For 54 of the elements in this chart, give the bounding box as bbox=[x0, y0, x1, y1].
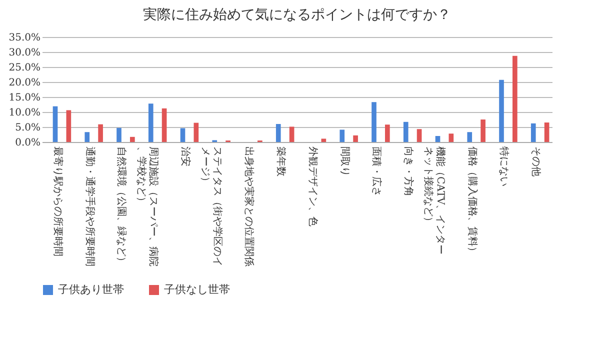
bar bbox=[148, 104, 154, 142]
x-tick-label: 治安 bbox=[179, 146, 192, 166]
y-tick-label: 10.0% bbox=[8, 108, 40, 118]
legend-label: 子供あり世帯 bbox=[58, 283, 124, 296]
chart-title: 実際に住み始めて気になるポイントは何ですか？ bbox=[143, 7, 451, 23]
x-tick-label: 自然環境（公園、緑など） bbox=[116, 146, 128, 266]
bar bbox=[530, 123, 536, 142]
bar bbox=[544, 122, 550, 142]
legend-label: 子供なし世帯 bbox=[164, 283, 230, 296]
bar bbox=[276, 124, 281, 142]
bar bbox=[52, 106, 58, 142]
x-tick-label: 間取り bbox=[338, 146, 350, 176]
bar bbox=[448, 134, 454, 142]
bar bbox=[66, 110, 72, 142]
x-tick-label: ステイタス（街や学区のイメージ） bbox=[199, 146, 224, 266]
y-tick-label: 5.0% bbox=[15, 122, 40, 134]
y-tick-label: 25.0% bbox=[8, 62, 40, 74]
bar bbox=[499, 80, 504, 142]
y-tick-label: 20.0% bbox=[8, 78, 40, 88]
x-tick-label: 築年数 bbox=[275, 146, 288, 176]
bar bbox=[353, 135, 358, 142]
bar bbox=[512, 56, 518, 142]
x-tick-label: 向き・方角 bbox=[402, 146, 415, 196]
y-tick-label: 15.0% bbox=[8, 92, 40, 104]
x-tick-label: 外観デザイン、色 bbox=[306, 146, 319, 226]
bar bbox=[435, 136, 440, 142]
x-tick-label: その他 bbox=[530, 146, 542, 176]
x-tick-label: 特にない bbox=[498, 146, 510, 186]
y-tick-label: 30.0% bbox=[8, 48, 40, 58]
x-tick-label: 周辺施設（スーパー、病院、学校など） bbox=[136, 146, 160, 266]
y-tick-label: 0.0% bbox=[15, 138, 40, 148]
bar bbox=[467, 132, 472, 142]
bar bbox=[180, 128, 186, 142]
x-tick-label: 通勤・通学手段や所要時間 bbox=[84, 146, 96, 266]
bar bbox=[116, 128, 122, 142]
bar bbox=[130, 136, 135, 142]
x-tick-label: 面積・広さ bbox=[370, 146, 383, 196]
x-tick-label: 出身地や実家との位置関係 bbox=[243, 146, 256, 266]
bar bbox=[289, 126, 294, 142]
bar bbox=[416, 129, 422, 142]
bar bbox=[84, 132, 90, 142]
bar bbox=[403, 122, 408, 142]
bar bbox=[194, 122, 199, 142]
bar bbox=[98, 124, 103, 142]
x-tick-label: 最寄り駅からの所要時間 bbox=[52, 146, 64, 256]
y-tick-label: 35.0% bbox=[8, 32, 40, 44]
bar bbox=[385, 124, 390, 142]
x-tick-label: 機能（CATV、インターネット接続など） bbox=[422, 146, 446, 255]
bar bbox=[372, 102, 376, 142]
bar bbox=[162, 108, 167, 142]
bar bbox=[340, 130, 345, 142]
bar bbox=[321, 138, 326, 142]
bar bbox=[480, 120, 486, 142]
x-tick-label: 価格（購入価格、賃料） bbox=[466, 146, 478, 256]
